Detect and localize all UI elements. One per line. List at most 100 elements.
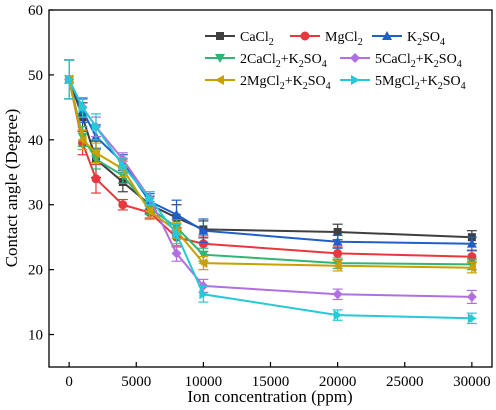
data-point [118,160,128,171]
legend-item-2: K2SO4 [372,30,445,48]
legend-label-part: 4 [461,81,466,92]
data-point [118,200,128,210]
x-tick-label: 25000 [386,374,424,390]
data-point [78,102,88,113]
legend-label-part: 4 [322,59,327,70]
x-axis-title: Ion concentration (ppm) [187,387,352,406]
legend-label-part: +K [416,52,434,67]
legend-label-part: 4 [457,59,462,70]
ticks-layer: 0 5000 10000 15000 20000 25000 30000 10 20 30 40 50… [28,3,491,390]
legend-label-part: 4 [326,81,331,92]
data-point [466,262,476,273]
data-point [466,291,477,302]
data-point [90,147,100,158]
legend-item-1: MgCl2 [290,30,363,48]
legend-label-part: +K [281,52,299,67]
legend-label-part: +K [420,74,438,89]
legend-label-part: SO [439,52,457,67]
data-point [144,206,154,217]
legend-label-part: 2MgCl [240,74,280,89]
legend-label-part: SO [308,74,326,89]
legend-item-3: 2CaCl2+K2SO4 [205,52,327,70]
legend-swatch-marker [382,31,392,40]
x-tick-label: 15000 [252,374,290,390]
y-axis-title: Contact angle (Degree) [2,109,21,268]
series-line [68,79,472,245]
series-layer [64,59,477,325]
data-point [198,250,209,260]
data-point [467,313,477,324]
x-tick-label: 30000 [453,374,491,390]
legend-swatch-marker [300,31,310,41]
data-point [333,227,342,236]
data-point [145,193,155,204]
legend-label-part: 2 [276,59,281,70]
legend-label-part: 2 [417,37,422,48]
y-tick-label: 30 [28,198,43,214]
legend-label: K2SO4 [407,30,445,48]
data-point [198,239,208,249]
data-point [65,74,75,85]
legend-swatch-marker [216,32,224,40]
data-point [332,260,342,271]
legend-label-part: MgCl [325,30,358,45]
data-point [466,238,477,248]
legend-label-part: 2 [358,37,363,48]
legend-label-part: 2CaCl [240,52,276,67]
x-tick-label: 5000 [121,374,151,390]
data-point [171,248,182,259]
x-tick-label: 20000 [319,374,357,390]
legend-item-5: 2MgCl2+K2SO4 [205,74,331,92]
data-point [172,228,182,239]
y-tick-label: 20 [28,263,43,279]
legend-label-part: 2 [269,37,274,48]
legend-swatch-marker [215,54,225,63]
data-point [77,134,87,145]
legend-label: MgCl2 [325,30,363,48]
legend-label-part: +K [285,74,303,89]
legend-label-part: 2 [434,59,439,70]
legend-swatch-marker [351,75,360,85]
series-6 [64,59,477,325]
data-point [91,121,101,132]
y-tick-label: 10 [28,328,43,344]
legend-swatch-marker [350,53,360,63]
data-point [198,225,209,235]
series-line [68,79,472,239]
legend-label: CaCl2 [240,30,274,48]
data-point [332,289,343,300]
legend-label-part: 2 [415,81,420,92]
data-point [91,174,101,184]
x-tick-label: 10000 [185,374,223,390]
legend-label-part: SO [304,52,322,67]
data-point [199,289,209,300]
legend-label: 5CaCl2+K2SO4 [375,52,462,70]
data-point [171,209,182,219]
legend-label-part: CaCl [240,30,269,45]
legend-label-part: K [407,30,417,45]
legend-label-part: 4 [440,37,445,48]
legend-item-0: CaCl2 [205,30,274,48]
data-point [332,236,343,246]
legend-label: 5MgCl2+K2SO4 [375,74,466,92]
data-point [198,258,208,269]
legend-label-part: 5MgCl [375,74,415,89]
legend-label-part: 2 [438,81,443,92]
legend-label-part: 2 [299,59,304,70]
legend-label-part: 5CaCl [375,52,411,67]
data-point [333,248,343,258]
legend-label-part: 2 [280,81,285,92]
x-tick-label: 0 [65,374,73,390]
legend-label-part: 2 [411,59,416,70]
y-tick-label: 40 [28,133,43,149]
legend-label: 2CaCl2+K2SO4 [240,52,327,70]
y-tick-label: 60 [28,3,43,19]
legend-label-part: SO [443,74,461,89]
y-tick-label: 50 [28,68,43,84]
legend-label: 2MgCl2+K2SO4 [240,74,331,92]
series-line [68,79,472,320]
legend-label-part: 2 [303,81,308,92]
data-point [333,310,343,321]
legend-item-6: 5MgCl2+K2SO4 [340,74,466,92]
